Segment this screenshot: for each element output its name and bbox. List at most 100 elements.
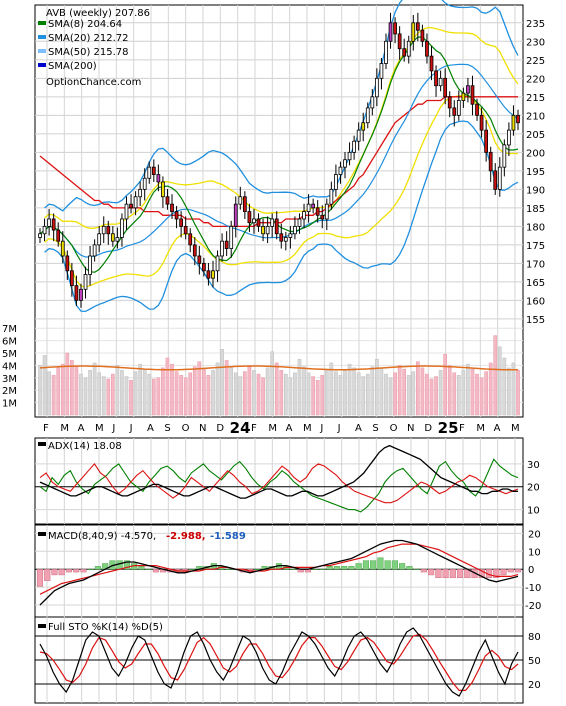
volume-bar	[384, 373, 388, 416]
volume-bar	[320, 375, 325, 416]
volume-bar	[311, 376, 315, 416]
macd-histogram-bar	[254, 569, 261, 570]
month-tick-label: A	[286, 423, 293, 434]
volume-bar	[379, 367, 384, 416]
candle-body	[375, 77, 379, 98]
candle-body	[338, 166, 343, 175]
macd-histogram-bar	[413, 569, 420, 570]
price-tick-label: 175	[526, 241, 545, 252]
candle-body	[352, 140, 356, 153]
macd-histogram-bar	[420, 569, 427, 573]
candle-body	[51, 218, 56, 231]
month-tick-label: J	[319, 423, 323, 434]
adx-tick-label: 10	[527, 506, 540, 517]
legend-sma20: SMA(20) 212.72	[48, 33, 129, 44]
candle-body	[233, 203, 238, 227]
volume-bar	[507, 367, 511, 416]
sma50-line	[39, 96, 518, 228]
volume-tick-label: 2M	[2, 386, 17, 397]
month-tick-label: N	[407, 423, 414, 434]
macd-histogram-bar	[493, 569, 500, 579]
candle-body	[274, 218, 279, 235]
price-tick-label: 210	[526, 111, 545, 122]
macd-histogram-bar	[225, 569, 232, 570]
candle-body	[516, 114, 520, 124]
stochastic-indicator: 20 50 80	[35, 627, 541, 697]
candle-body	[142, 177, 147, 190]
volume-bar	[238, 376, 243, 416]
candle-body	[388, 22, 393, 42]
candle-body	[161, 181, 165, 198]
volume-bar	[97, 372, 102, 416]
candle-body	[110, 233, 115, 242]
lower-inner-band	[44, 94, 519, 288]
candle-body	[425, 40, 429, 57]
volume-bar	[466, 363, 470, 416]
macd-histogram-bar	[51, 569, 58, 576]
candle-body	[165, 196, 170, 205]
candle-body	[329, 188, 334, 205]
price-panel-frame	[34, 4, 524, 418]
price-tick-label: 185	[526, 204, 545, 215]
candle-body	[211, 270, 215, 279]
macd-signal-line	[39, 543, 519, 595]
month-tick-label: F	[459, 423, 465, 434]
macd-histogram-bar	[435, 569, 442, 579]
candle-body	[470, 85, 475, 105]
volume-bar	[220, 349, 224, 416]
candle-body	[252, 218, 256, 224]
macd-histogram-bar	[312, 569, 319, 570]
price-tick-label: 190	[526, 185, 545, 196]
volume-bar	[497, 346, 502, 416]
macd-histogram-bar	[428, 569, 435, 576]
macd-hist-value: -1.589	[210, 531, 246, 542]
candle-body	[279, 233, 284, 242]
month-tick-label: A	[147, 423, 154, 434]
macd-tick-label: 0	[528, 565, 534, 576]
volume-bar	[215, 362, 220, 416]
volume-bar	[151, 378, 156, 416]
candlesticks	[38, 12, 520, 308]
candle-body	[147, 166, 152, 179]
price-tick-label: 200	[526, 148, 545, 159]
volume-bar	[343, 370, 347, 416]
month-tick-label: M	[511, 423, 520, 434]
volume-bar	[142, 368, 147, 416]
volume-bar	[365, 373, 370, 416]
macd-histogram-bar	[80, 569, 87, 573]
macd-histogram-bar	[333, 566, 340, 570]
candle-body	[466, 85, 470, 94]
candle-body	[315, 207, 320, 216]
sto-title: Full STO %K(14) %D(5)	[48, 622, 163, 633]
volume-bar	[188, 372, 193, 416]
volume-bar	[329, 362, 334, 416]
volume-bar	[370, 366, 375, 416]
volume-bar	[484, 371, 488, 416]
macd-swatch	[38, 532, 46, 536]
volume-bar	[397, 365, 402, 416]
candle-body	[434, 70, 438, 87]
candle-body	[124, 203, 129, 220]
macd-indicator: -20 -10 0 10 20	[35, 529, 541, 612]
candle-body	[297, 218, 302, 227]
candle-body	[393, 22, 397, 35]
macd-histogram-bar	[319, 569, 326, 570]
volume-bar	[265, 367, 270, 416]
volume-bar	[402, 368, 407, 416]
month-tick-label: A	[355, 423, 362, 434]
volume-bar	[297, 358, 302, 416]
legend-swatch-sma50	[38, 49, 46, 53]
candle-body	[302, 211, 306, 220]
legend-swatch-sma200	[38, 63, 46, 67]
candle-body	[288, 233, 293, 238]
volume-bar	[479, 377, 484, 416]
volume-bar	[192, 366, 197, 416]
macd-tick-label: -20	[525, 601, 541, 612]
sto-tick-label: 50	[528, 656, 541, 667]
candle-body	[493, 170, 498, 190]
volume-bar	[416, 361, 420, 416]
candle-body	[74, 285, 79, 301]
volume-bar	[452, 372, 457, 416]
volume-bar	[406, 375, 411, 416]
candle-body	[197, 255, 202, 264]
